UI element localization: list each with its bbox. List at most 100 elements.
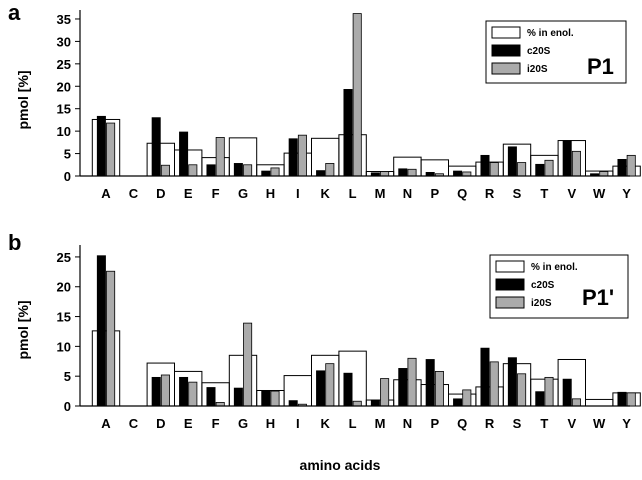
bar-enol	[502, 363, 532, 407]
x-tick-label: Y	[622, 186, 631, 201]
bar-i20s	[571, 150, 581, 177]
legend-p1: % in enol. c20S i20S P1	[485, 20, 627, 84]
bar-enol	[448, 393, 477, 407]
bar-enol	[146, 362, 176, 407]
bar-i20s	[188, 381, 198, 407]
x-tick-label: L	[349, 416, 357, 431]
bar-enol	[91, 330, 121, 407]
bar-c20s	[316, 370, 326, 407]
x-tick-label: T	[540, 416, 548, 431]
y-tick-label: 30	[57, 34, 71, 49]
bar-i20s	[489, 361, 499, 407]
x-tick-label: K	[321, 186, 331, 201]
x-tick-label: F	[212, 416, 220, 431]
bar-enol	[612, 392, 641, 407]
bar-i20s	[380, 378, 390, 407]
x-tick-label: H	[266, 416, 275, 431]
bar-i20s	[270, 167, 280, 177]
x-tick-label: G	[238, 416, 248, 431]
x-tick-label: T	[540, 186, 548, 201]
bar-enol	[338, 134, 367, 177]
x-tick-label: W	[593, 416, 606, 431]
bar-c20s	[617, 391, 627, 407]
bar-enol	[365, 171, 395, 177]
bar-c20s	[343, 89, 353, 177]
y-tick-label: 25	[57, 250, 71, 265]
x-tick-label: N	[403, 416, 412, 431]
bar-enol	[311, 137, 340, 177]
bar-c20s	[206, 387, 216, 407]
bar-enol	[201, 157, 230, 177]
legend-label-enol: % in enol.	[527, 28, 574, 39]
x-tick-label: P	[430, 186, 439, 201]
bar-enol	[338, 350, 367, 407]
x-tick-label: P	[430, 416, 439, 431]
bar-enol	[530, 154, 559, 177]
bar-enol	[475, 161, 504, 177]
x-tick-label: I	[296, 186, 300, 201]
bar-enol	[146, 142, 176, 177]
x-tick-label: L	[349, 186, 357, 201]
bar-i20s	[517, 373, 527, 407]
y-tick-label: 5	[64, 147, 71, 162]
bar-c20s	[179, 131, 189, 177]
y-tick-label: 10	[57, 339, 71, 354]
x-tick-label: V	[567, 416, 576, 431]
x-tick-label: N	[403, 186, 412, 201]
x-tick-label: S	[513, 186, 522, 201]
bar-c20s	[151, 117, 161, 177]
bar-i20s	[243, 322, 253, 407]
bar-enol	[91, 118, 121, 177]
y-tick-label: 5	[64, 369, 71, 384]
bar-i20s	[325, 363, 335, 407]
x-tick-label: A	[101, 186, 111, 201]
bars-p1	[91, 13, 641, 177]
bar-c20s	[507, 146, 517, 177]
y-tick-label: 15	[57, 310, 71, 325]
x-tick-label: A	[101, 416, 111, 431]
y-tick-label: 20	[57, 280, 71, 295]
y-tick-label: 0	[64, 169, 71, 184]
bar-i20s	[489, 162, 499, 177]
x-tick-label: E	[184, 416, 193, 431]
axes-p1prime: 0 5 10 15 20 25 A C D E F G H I K L M N P Q R S T V W Y	[57, 245, 631, 431]
x-tick-label: Q	[457, 186, 467, 201]
bar-i20s	[160, 374, 170, 407]
bar-c20s	[206, 164, 216, 177]
bar-i20s	[270, 390, 280, 407]
x-tick-label: S	[513, 416, 522, 431]
legend-label-c20s-b: c20S	[531, 280, 555, 291]
bar-c20s	[343, 372, 353, 407]
bar-c20s	[535, 163, 545, 177]
bar-enol	[256, 164, 285, 177]
bar-c20s	[562, 378, 572, 407]
bar-i20s	[407, 357, 417, 407]
legend-p1prime: % in enol. c20S i20S P1'	[489, 254, 629, 319]
x-tick-label: M	[375, 416, 386, 431]
bar-enol	[283, 152, 313, 177]
x-tick-label: R	[485, 186, 495, 201]
bar-enol	[365, 399, 395, 407]
bar-i20s	[462, 171, 472, 177]
panel-tag-p1: P1	[587, 54, 614, 79]
legend-label-enol-b: % in enol.	[531, 262, 578, 273]
bar-i20s	[380, 171, 390, 177]
bar-enol	[201, 382, 230, 407]
bar-c20s	[261, 390, 271, 407]
chart-panel-p1prime: b pmol [%] 0 5 10 15 20 25 A C D E F G H I K L M N P Q R S T V W…	[8, 230, 641, 431]
bar-c20s	[562, 140, 572, 177]
bar-i20s	[407, 168, 417, 177]
bar-enol	[557, 140, 586, 177]
bar-c20s	[480, 154, 490, 177]
y-axis-label-a: pmol [%]	[15, 70, 31, 129]
bar-i20s	[352, 13, 362, 177]
bar-i20s	[243, 164, 253, 177]
legend-swatch-enol-b	[495, 260, 525, 273]
y-tick-label: 20	[57, 79, 71, 94]
x-tick-label: D	[156, 186, 165, 201]
bar-i20s	[188, 164, 198, 177]
panel-letter-b: b	[8, 230, 21, 255]
y-tick-label: 25	[57, 57, 71, 72]
chart-panel-p1: a pmol [%] 0 5 10 15 20 25 30 35 A C D E F G H I K L M N P Q R…	[8, 0, 641, 201]
